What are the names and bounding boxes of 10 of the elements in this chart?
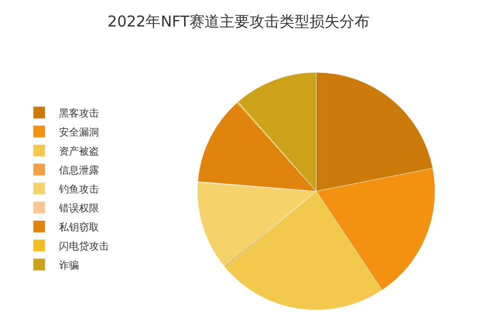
- legend-label: 闪电贷攻击: [59, 240, 110, 252]
- legend-label: 信息泄露: [59, 164, 100, 176]
- legend-label: 安全漏洞: [59, 126, 100, 138]
- legend-label: 错误权限: [58, 202, 100, 214]
- chart-title: 2022年NFT赛道主要攻击类型损失分布: [108, 12, 370, 30]
- legend-label: 钓鱼攻击: [58, 183, 100, 196]
- legend-label: 私钥窃取: [59, 221, 100, 234]
- legend-label: 资产被盗: [59, 145, 100, 158]
- legend-label: 诈骗: [59, 259, 80, 272]
- legend-label: 黑客攻击: [59, 107, 100, 120]
